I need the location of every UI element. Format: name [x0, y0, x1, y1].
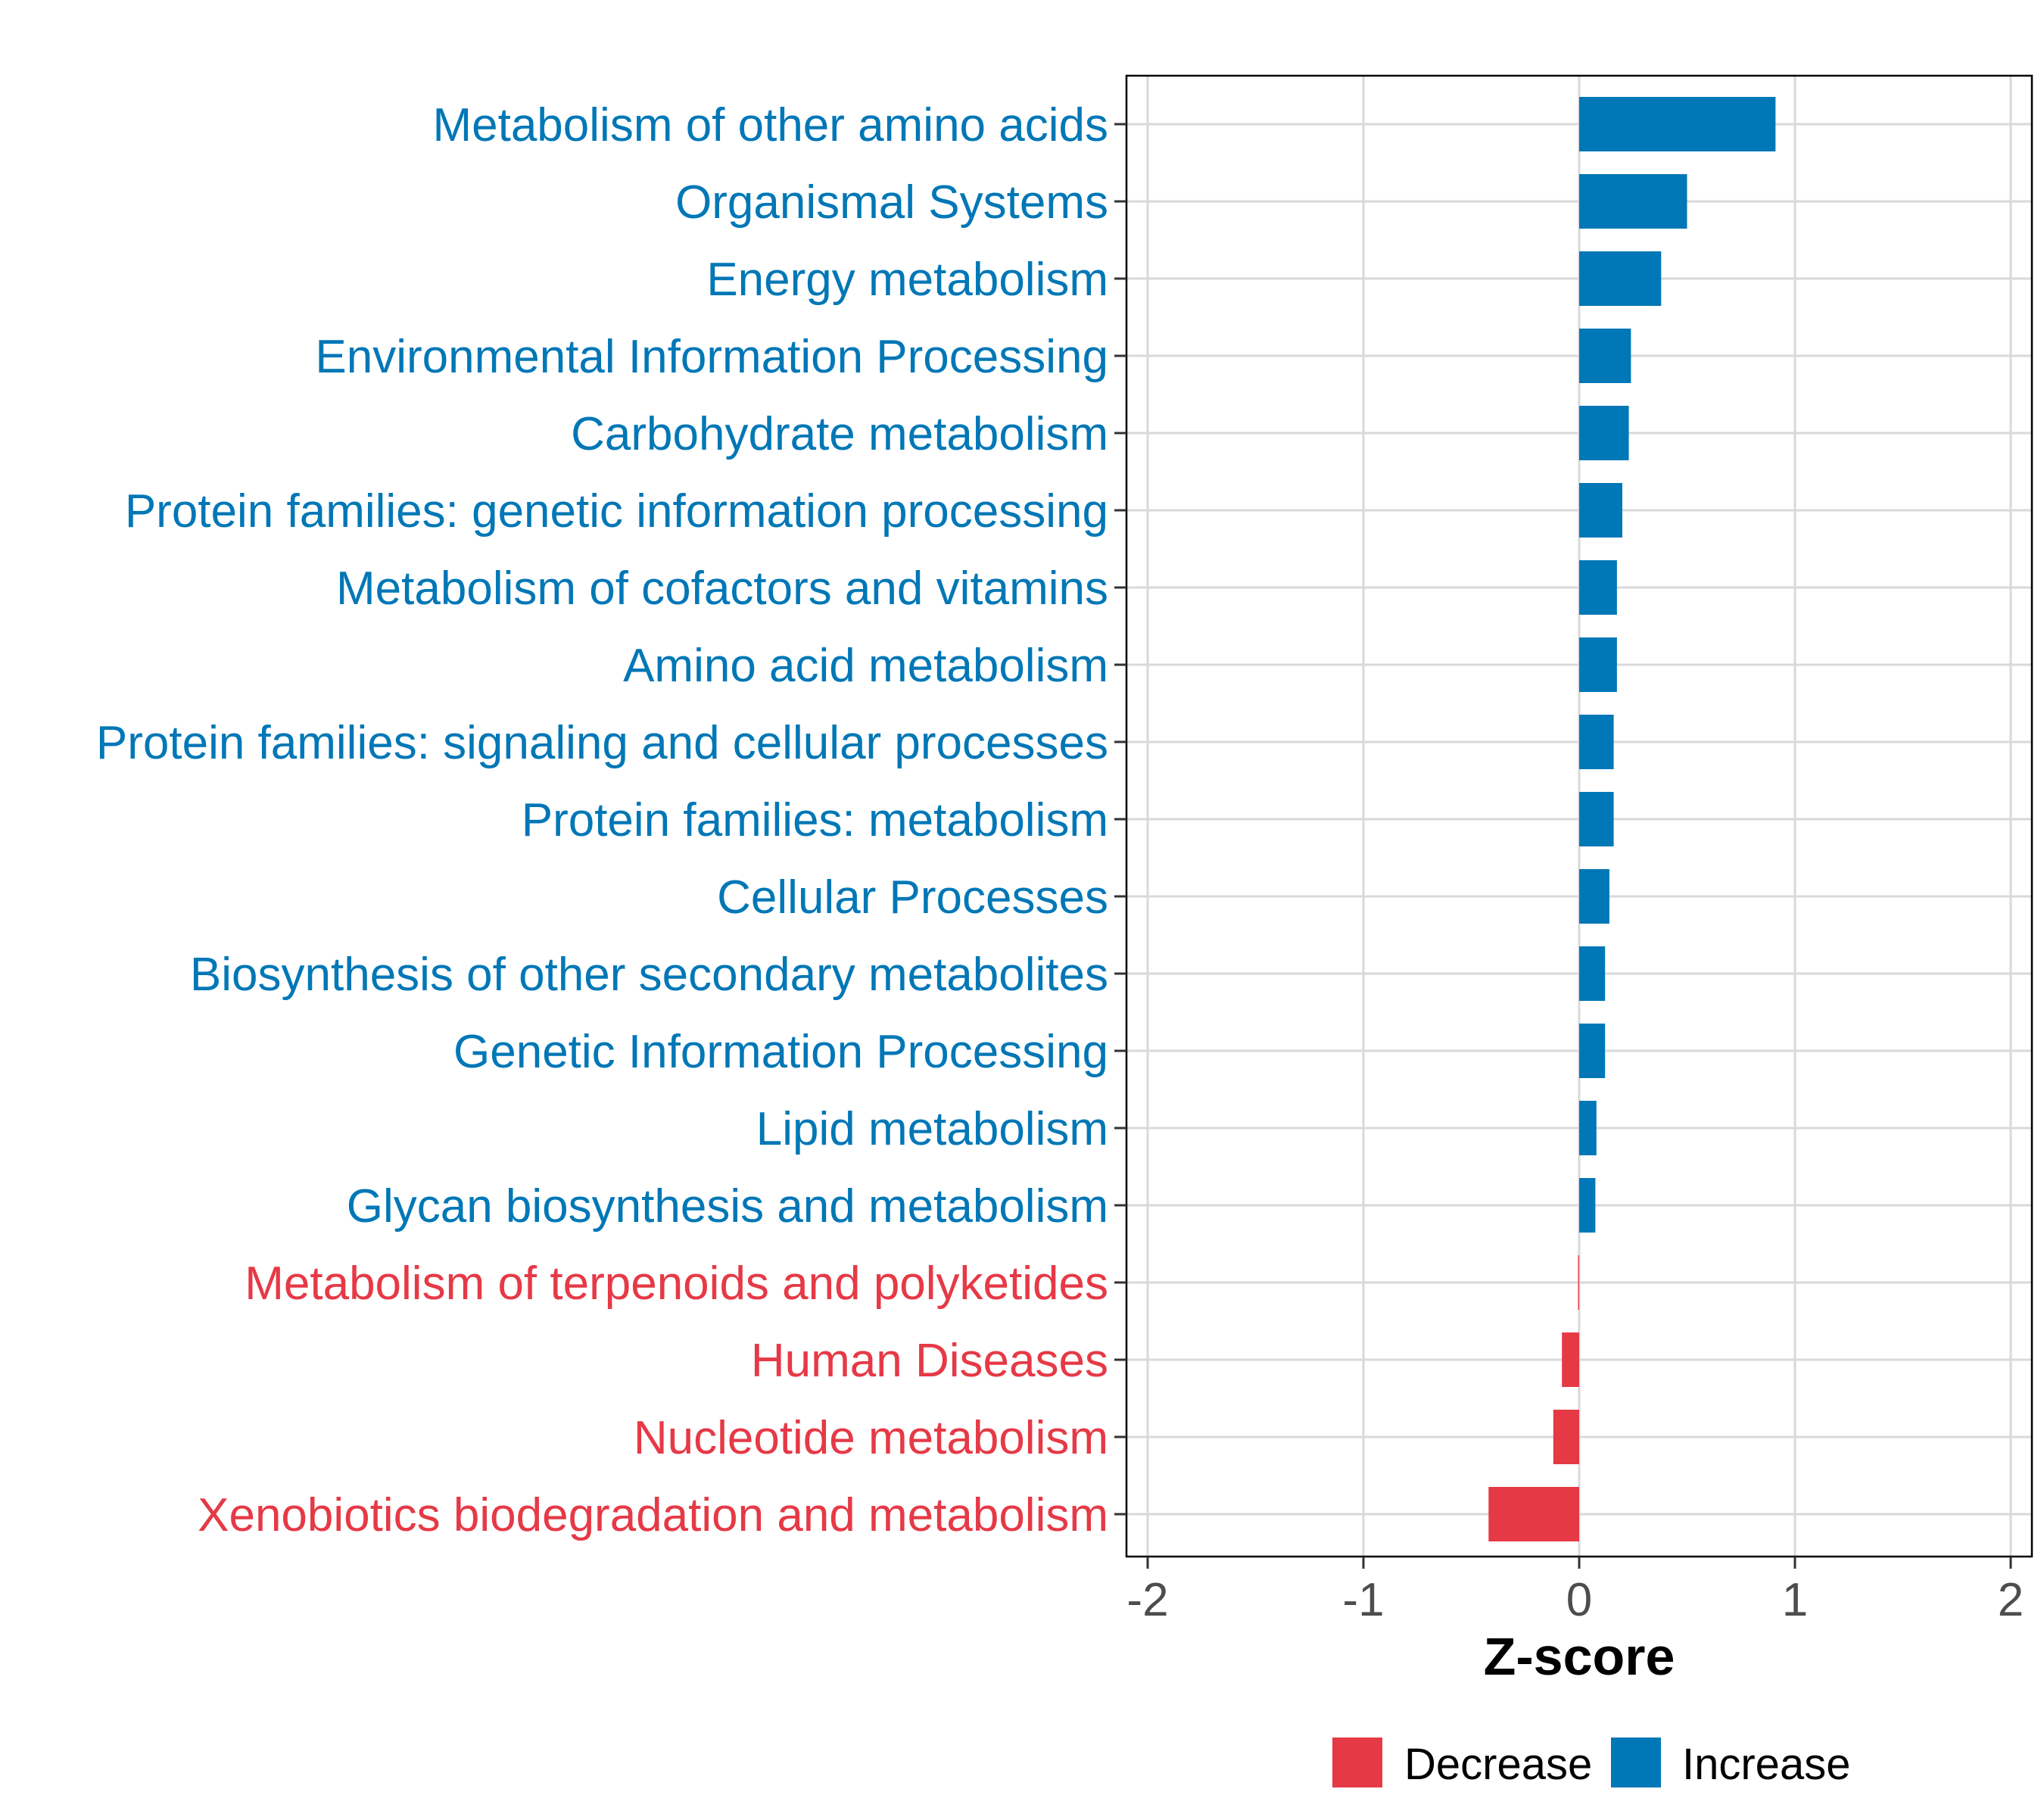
- category-label: Amino acid metabolism: [623, 640, 1108, 692]
- legend-swatch-increase: [1611, 1738, 1661, 1787]
- bar: [1579, 329, 1631, 383]
- category-label: Environmental Information Processing: [315, 331, 1108, 383]
- bar: [1579, 560, 1617, 615]
- bar: [1579, 1101, 1597, 1155]
- category-label: Metabolism of cofactors and vitamins: [336, 563, 1108, 615]
- bar: [1579, 637, 1617, 692]
- bar: [1562, 1332, 1579, 1387]
- category-label: Human Diseases: [751, 1335, 1108, 1387]
- x-tick-label: -2: [1126, 1574, 1168, 1626]
- category-label: Metabolism of other amino acids: [432, 99, 1108, 151]
- bar: [1579, 483, 1622, 538]
- category-label: Nucleotide metabolism: [634, 1412, 1108, 1464]
- bar: [1578, 1255, 1579, 1310]
- bar: [1579, 97, 1776, 151]
- bar: [1579, 869, 1609, 924]
- category-label: Glycan biosynthesis and metabolism: [347, 1180, 1108, 1233]
- category-label: Xenobiotics biodegradation and metabolis…: [198, 1489, 1108, 1541]
- x-tick-label: 0: [1566, 1574, 1592, 1626]
- bar: [1579, 406, 1629, 460]
- legend-label-decrease: Decrease: [1404, 1740, 1592, 1789]
- category-label: Protein families: genetic information pr…: [125, 485, 1108, 538]
- bar: [1579, 251, 1662, 306]
- x-tick-label: 2: [1998, 1574, 2024, 1626]
- bar-layer: [1488, 97, 1776, 1541]
- x-tick-label: 1: [1782, 1574, 1808, 1626]
- bar: [1553, 1410, 1579, 1464]
- category-label: Lipid metabolism: [756, 1103, 1108, 1155]
- legend-swatch-decrease: [1332, 1738, 1382, 1787]
- x-axis-title: Z-score: [1484, 1627, 1675, 1686]
- category-label: Genetic Information Processing: [453, 1026, 1108, 1078]
- category-label: Protein families: metabolism: [522, 794, 1108, 846]
- category-label: Biosynthesis of other secondary metaboli…: [190, 949, 1108, 1001]
- x-tick-layer: -2 -1 0 1 2: [1126, 1557, 2024, 1626]
- bar: [1579, 1178, 1596, 1233]
- legend: Decrease Increase: [1332, 1738, 1850, 1789]
- category-label: Metabolism of terpenoids and polyketides: [245, 1258, 1108, 1310]
- category-label: Carbohydrate metabolism: [571, 408, 1108, 460]
- y-tick-layer: Metabolism of other amino acids Organisma…: [96, 99, 1126, 1541]
- bar: [1579, 174, 1687, 229]
- bar: [1579, 792, 1614, 846]
- category-label: Protein families: signaling and cellular…: [96, 717, 1108, 769]
- category-label: Organismal Systems: [675, 176, 1108, 229]
- bar: [1579, 946, 1606, 1001]
- x-tick-label: -1: [1342, 1574, 1384, 1626]
- bar: [1579, 1024, 1606, 1078]
- category-label: Energy metabolism: [706, 254, 1108, 306]
- bar: [1488, 1487, 1579, 1541]
- legend-label-increase: Increase: [1682, 1740, 1850, 1789]
- category-label: Cellular Processes: [717, 871, 1108, 924]
- bar: [1579, 715, 1614, 769]
